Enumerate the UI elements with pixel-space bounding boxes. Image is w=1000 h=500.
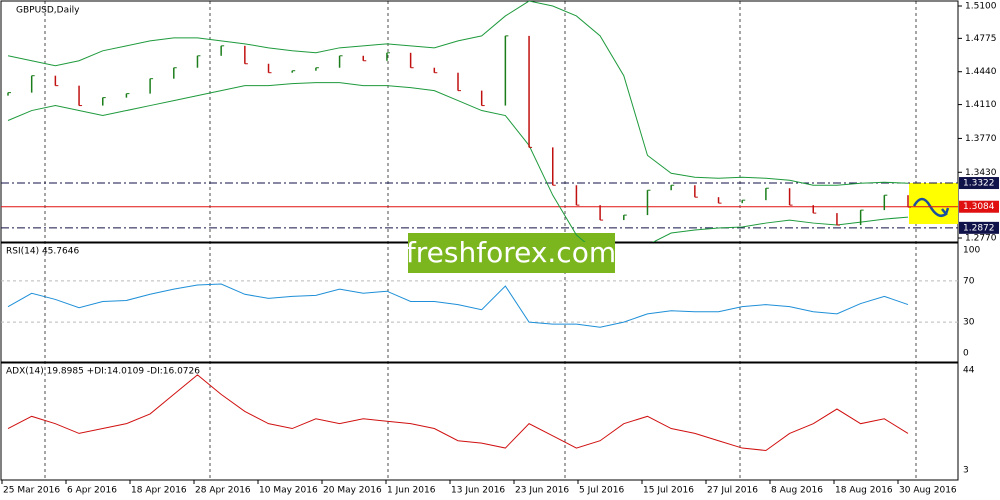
date-label: 27 Jul 2016 xyxy=(707,486,758,496)
price-tick-label: 1.4440 xyxy=(965,67,997,77)
date-label: 13 Jun 2016 xyxy=(451,486,505,496)
date-label: 1 Jun 2016 xyxy=(387,486,436,496)
rsi-tick-label: 70 xyxy=(963,276,975,286)
adx-panel xyxy=(0,362,959,481)
price-tick-label: 1.4110 xyxy=(965,100,997,110)
main-panel xyxy=(0,0,959,243)
rsi-line xyxy=(7,283,909,328)
date-label: 20 May 2016 xyxy=(323,486,382,496)
rsi-tick-label: 0 xyxy=(963,349,969,359)
date-label: 30 Aug 2016 xyxy=(899,486,957,496)
date-label: 18 Aug 2016 xyxy=(835,486,893,496)
date-label: 5 Jul 2016 xyxy=(579,486,624,496)
level-badge xyxy=(959,221,999,234)
forecast-arrow xyxy=(912,197,950,217)
price-tick-label: 1.2770 xyxy=(965,234,997,244)
level-badge xyxy=(959,177,999,190)
upper-band xyxy=(7,1,909,186)
date-label: 25 Mar 2016 xyxy=(3,486,60,496)
level-label: 1.3084 xyxy=(963,202,995,212)
price-plot xyxy=(1,1,958,242)
rsi-tick-label: 100 xyxy=(963,246,980,256)
date-label: 8 Aug 2016 xyxy=(771,486,823,496)
price-tick-label: 1.3770 xyxy=(965,134,997,144)
level-label: 1.2872 xyxy=(963,223,995,233)
adx-tick-label: 44 xyxy=(963,366,975,376)
lower-band xyxy=(7,82,909,242)
price-tick-label: 1.5100 xyxy=(965,2,997,12)
watermark: freshforex.com xyxy=(406,236,616,269)
adx-label: ADX(14) 19.8985 +DI:14.0109 -DI:16.0726 xyxy=(6,367,200,377)
adx-tick-label: 3 xyxy=(963,466,969,476)
date-label: 15 Jul 2016 xyxy=(643,486,694,496)
symbol-label: GBPUSD,Daily xyxy=(16,6,80,16)
date-label: 6 Apr 2016 xyxy=(67,486,117,496)
level-label: 1.3322 xyxy=(963,179,995,189)
price-tick-label: 1.4775 xyxy=(965,34,997,44)
date-label: 23 Jun 2016 xyxy=(515,486,569,496)
level-badge xyxy=(959,200,999,213)
date-label: 10 May 2016 xyxy=(259,486,318,496)
price-tick-label: 1.3430 xyxy=(965,168,997,178)
forecast-box xyxy=(909,183,958,224)
date-label: 28 Apr 2016 xyxy=(195,486,251,496)
date-label: 18 Apr 2016 xyxy=(131,486,187,496)
watermark-box xyxy=(408,233,615,273)
rsi-tick-label: 30 xyxy=(963,318,975,328)
adx-line xyxy=(7,374,909,452)
rsi-label: RSI(14) 45.7646 xyxy=(6,247,79,257)
period-separators xyxy=(44,1,917,480)
